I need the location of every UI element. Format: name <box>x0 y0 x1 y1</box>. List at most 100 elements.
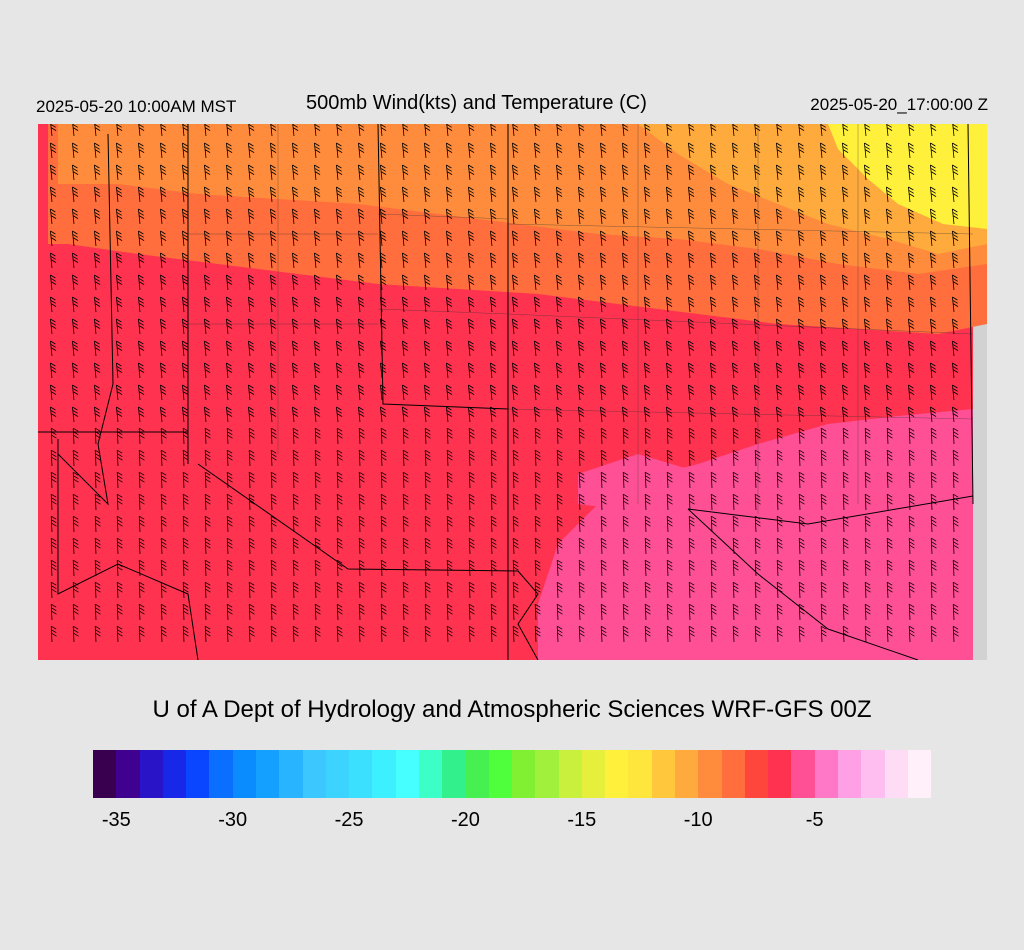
wind-barb <box>490 296 497 313</box>
wind-barb <box>160 230 167 247</box>
wind-barb <box>688 515 695 533</box>
wind-barb <box>314 296 321 313</box>
wind-barb <box>336 384 343 401</box>
colorbar-swatch <box>116 750 140 798</box>
wind-barb <box>644 515 651 533</box>
wind-barb <box>798 296 805 313</box>
wind-barb <box>644 340 651 357</box>
wind-barb <box>336 318 343 335</box>
wind-barb <box>314 362 321 379</box>
wind-barb <box>72 537 79 555</box>
wind-barb <box>820 515 827 533</box>
wind-barb <box>50 625 57 643</box>
wind-barb <box>908 318 915 335</box>
wind-barb <box>644 208 651 225</box>
wind-barb <box>688 449 695 467</box>
wind-barb <box>820 581 827 599</box>
wind-barb <box>270 124 277 137</box>
wind-barb <box>556 384 563 401</box>
wind-barb <box>182 625 189 643</box>
wind-barb <box>204 625 211 643</box>
wind-barb <box>908 274 915 291</box>
wind-barb <box>490 142 497 159</box>
wind-barb <box>512 208 519 225</box>
wind-barb <box>468 471 475 489</box>
wind-barb <box>534 340 541 357</box>
wind-barb <box>358 406 365 423</box>
wind-barb <box>116 537 123 555</box>
wind-barb <box>358 427 365 445</box>
wind-barb <box>204 471 211 489</box>
wind-barb <box>710 296 717 313</box>
wind-barb <box>534 362 541 379</box>
wind-barb <box>402 318 409 335</box>
wind-barb <box>556 208 563 225</box>
wind-barb <box>380 296 387 313</box>
wind-barb <box>908 164 915 181</box>
wind-barb <box>446 559 453 577</box>
wind-barb <box>688 603 695 621</box>
wind-barb <box>138 124 145 137</box>
wind-barb <box>776 164 783 181</box>
wind-barb <box>160 384 167 401</box>
wind-barb <box>490 384 497 401</box>
wind-barb <box>710 559 717 577</box>
wind-barb <box>204 296 211 313</box>
wind-barb <box>314 537 321 555</box>
wind-barb <box>204 186 211 203</box>
wind-barb <box>336 581 343 599</box>
wind-barb <box>666 296 673 313</box>
wind-barb <box>644 230 651 247</box>
wind-barb <box>292 124 299 137</box>
wind-barb <box>380 318 387 335</box>
wind-barb <box>908 186 915 203</box>
wind-barb <box>710 427 717 445</box>
colorbar-swatch <box>628 750 652 798</box>
wind-barb <box>402 581 409 599</box>
wind-barb <box>754 230 761 247</box>
wind-barb <box>622 581 629 599</box>
wind-barb <box>358 471 365 489</box>
wind-barb <box>886 186 893 203</box>
wind-barb <box>182 186 189 203</box>
wind-barb <box>424 603 431 621</box>
wind-barb <box>952 186 959 203</box>
wind-barb <box>402 449 409 467</box>
wind-barb <box>864 559 871 577</box>
wind-barb <box>446 208 453 225</box>
wind-barb <box>600 493 607 511</box>
wind-barb <box>226 124 233 137</box>
colorbar-swatch <box>605 750 629 798</box>
wind-barb <box>182 449 189 467</box>
wind-barb <box>622 164 629 181</box>
wind-barb <box>50 537 57 555</box>
wind-barb <box>72 340 79 357</box>
wind-barb <box>248 362 255 379</box>
wind-barb <box>138 537 145 555</box>
wind-barb <box>490 164 497 181</box>
wind-barb <box>182 208 189 225</box>
wind-barb <box>710 406 717 423</box>
wind-barb <box>248 142 255 159</box>
wind-barb <box>292 625 299 643</box>
wind-barb <box>710 252 717 269</box>
wind-barb <box>72 406 79 423</box>
wind-barb <box>798 164 805 181</box>
wind-barb <box>930 559 937 577</box>
wind-barb <box>930 208 937 225</box>
wind-barb <box>908 252 915 269</box>
wind-barb <box>204 406 211 423</box>
wind-barb <box>468 449 475 467</box>
wind-barb <box>666 124 673 137</box>
wind-barb <box>160 164 167 181</box>
wind-barb <box>644 384 651 401</box>
wind-barb <box>446 515 453 533</box>
wind-barb <box>248 164 255 181</box>
wind-barb <box>490 471 497 489</box>
wind-barb <box>72 625 79 643</box>
wind-barb <box>94 164 101 181</box>
wind-barb <box>512 471 519 489</box>
wind-barb <box>534 559 541 577</box>
wind-barb <box>380 625 387 643</box>
wind-barb <box>402 559 409 577</box>
